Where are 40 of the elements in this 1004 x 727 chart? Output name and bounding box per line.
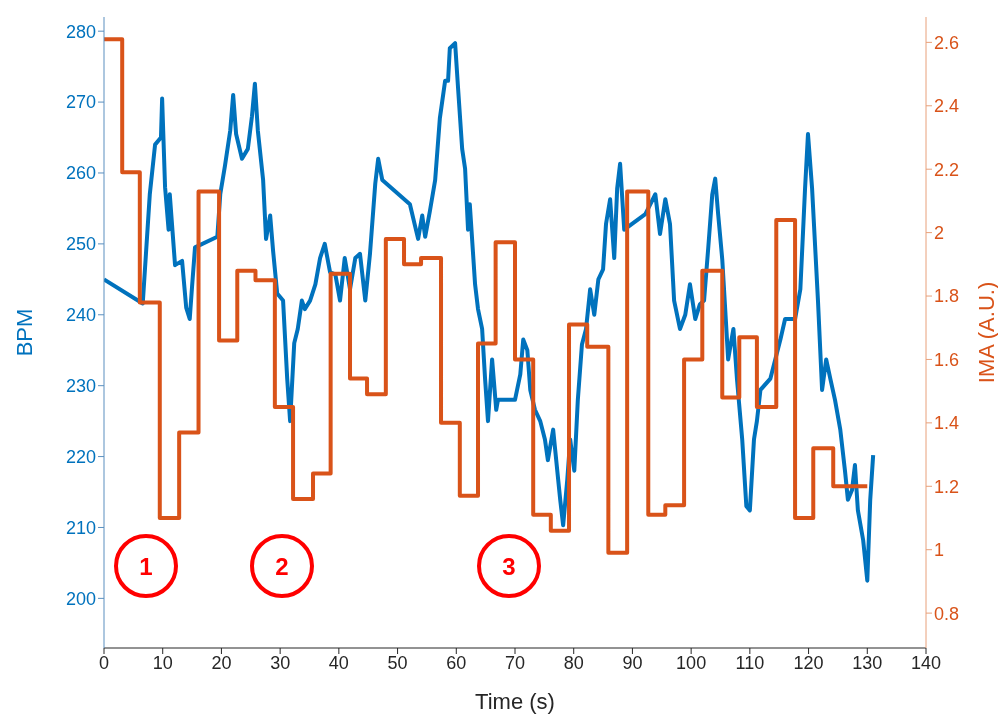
x-tick-label: 0 bbox=[98, 652, 110, 673]
y-tick-label: 210 bbox=[65, 517, 96, 538]
x-tick-label: 30 bbox=[270, 652, 291, 673]
x-tick-label: 130 bbox=[852, 652, 883, 673]
y2-tick-label: 1.2 bbox=[934, 476, 960, 497]
y-axis-title: BPM bbox=[11, 308, 37, 357]
x-tick-label: 100 bbox=[676, 652, 707, 673]
annotation: 1 bbox=[139, 552, 153, 580]
x-tick-label: 80 bbox=[563, 652, 584, 673]
y2-tick-label: 1.4 bbox=[934, 413, 960, 434]
y-tick-label: 240 bbox=[65, 305, 96, 326]
y2-axis-title: IMA (A.U.) bbox=[973, 281, 999, 384]
x-tick-label: 140 bbox=[910, 652, 942, 673]
y-tick-label: 270 bbox=[65, 92, 96, 113]
annotation: 2 bbox=[275, 552, 289, 580]
y2-tick-label: 0.8 bbox=[934, 603, 960, 624]
x-tick-label: 60 bbox=[446, 652, 467, 673]
x-tick-label: 20 bbox=[211, 652, 232, 673]
y-tick-label: 280 bbox=[65, 21, 96, 42]
y2-tick-label: 1.6 bbox=[934, 349, 960, 370]
y2-tick-label: 2.6 bbox=[934, 32, 960, 53]
y-tick-label: 250 bbox=[65, 234, 96, 255]
y-tick-label: 230 bbox=[65, 376, 96, 397]
x-tick-label: 70 bbox=[504, 652, 526, 673]
y2-tick-label: 2 bbox=[934, 223, 945, 244]
x-tick-label: 110 bbox=[735, 652, 765, 673]
x-tick-label: 120 bbox=[793, 652, 824, 673]
y-tick-label: 260 bbox=[65, 163, 96, 184]
y2-tick-label: 1 bbox=[934, 540, 945, 561]
x-tick-label: 10 bbox=[152, 652, 173, 673]
y2-tick-label: 2.4 bbox=[934, 96, 960, 117]
x-tick-label: 90 bbox=[622, 652, 643, 673]
x-axis-title: Time (s) bbox=[475, 689, 555, 714]
annotation: 3 bbox=[502, 552, 516, 580]
y-tick-label: 220 bbox=[65, 446, 96, 467]
y-tick-label: 200 bbox=[65, 588, 96, 609]
x-tick-label: 40 bbox=[328, 652, 349, 673]
y2-tick-label: 2.2 bbox=[934, 159, 960, 180]
x-tick-label: 50 bbox=[387, 652, 408, 673]
y2-tick-label: 1.8 bbox=[934, 286, 960, 307]
